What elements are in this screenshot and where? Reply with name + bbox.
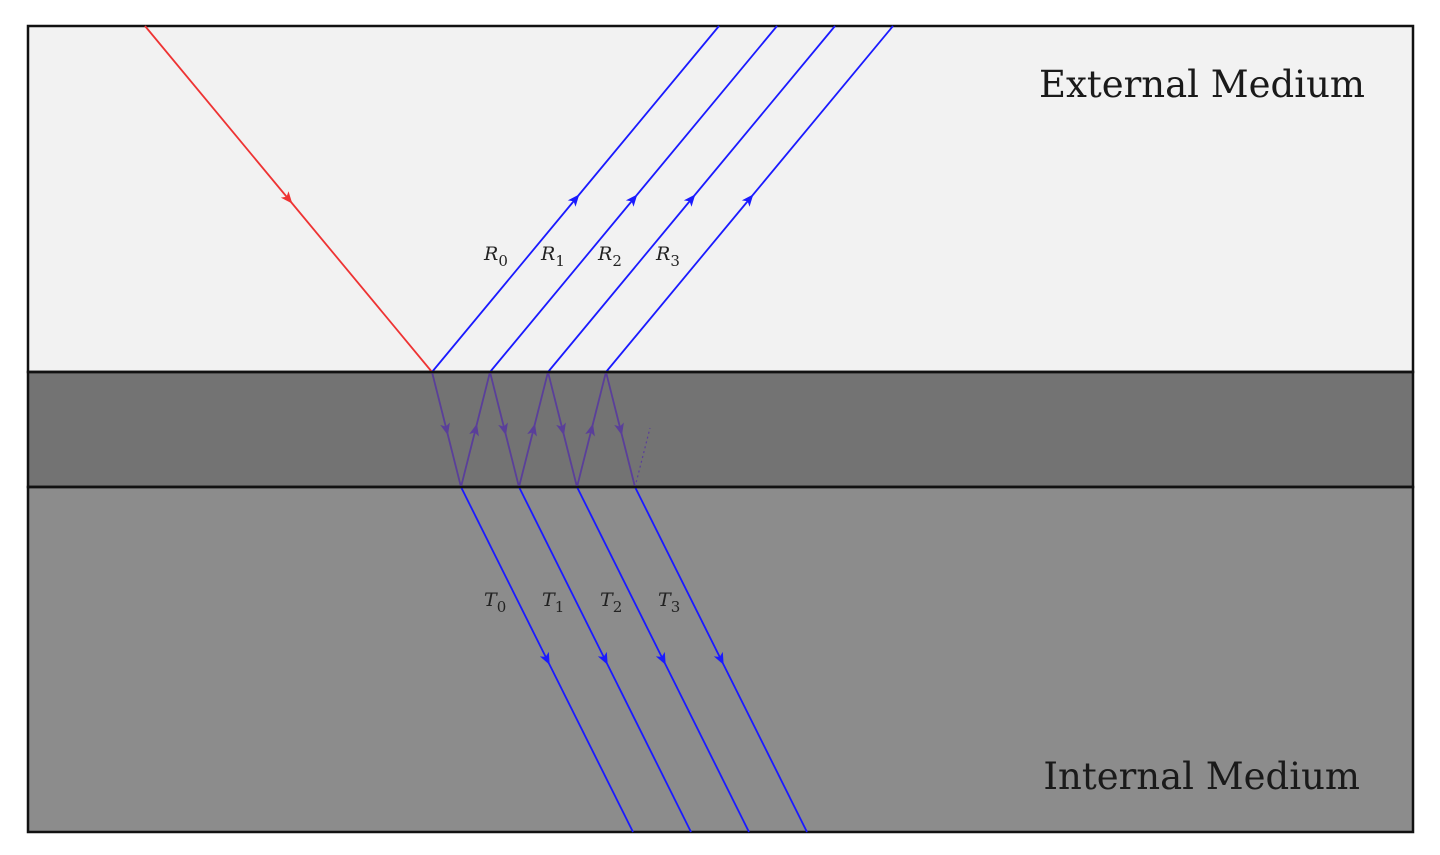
reflected-ray-label-3: R3 (655, 243, 680, 270)
external-medium-label: External Medium (1039, 63, 1365, 106)
film-ray-down-2 (547, 371, 578, 488)
transmitted-ray-2 (576, 486, 750, 833)
transmitted-ray-label-3: T3 (658, 589, 680, 616)
reflected-ray-label-1: R1 (540, 243, 565, 270)
external-medium-region (26, 24, 1415, 374)
transmitted-ray-label-0: T0 (484, 589, 506, 616)
film-ray-up-0 (460, 371, 491, 488)
reflected-ray-label-2: R2 (597, 243, 622, 270)
reflected-ray-1 (489, 25, 778, 373)
incident-ray (144, 25, 433, 373)
reflected-ray-3 (605, 25, 894, 373)
transmitted-ray-0 (460, 486, 634, 833)
reflected-ray-label-0: R0 (483, 243, 508, 270)
ray-layer (144, 25, 894, 833)
film-ray-down-3 (605, 371, 636, 488)
film-ray-down-0 (431, 371, 462, 488)
film-ray-continuation (634, 427, 651, 488)
transmitted-ray-1 (518, 486, 692, 833)
film-ray-up-2 (576, 371, 607, 488)
transmitted-ray-label-2: T2 (600, 589, 622, 616)
film-ray-down-1 (489, 371, 520, 488)
internal-medium-label: Internal Medium (1043, 755, 1360, 798)
reflected-ray-2 (547, 25, 836, 373)
transmitted-ray-label-1: T1 (542, 589, 564, 616)
transmitted-ray-3 (634, 486, 808, 833)
film-ray-up-1 (518, 371, 549, 488)
reflected-ray-0 (431, 25, 720, 373)
film-layer-region (26, 370, 1415, 489)
